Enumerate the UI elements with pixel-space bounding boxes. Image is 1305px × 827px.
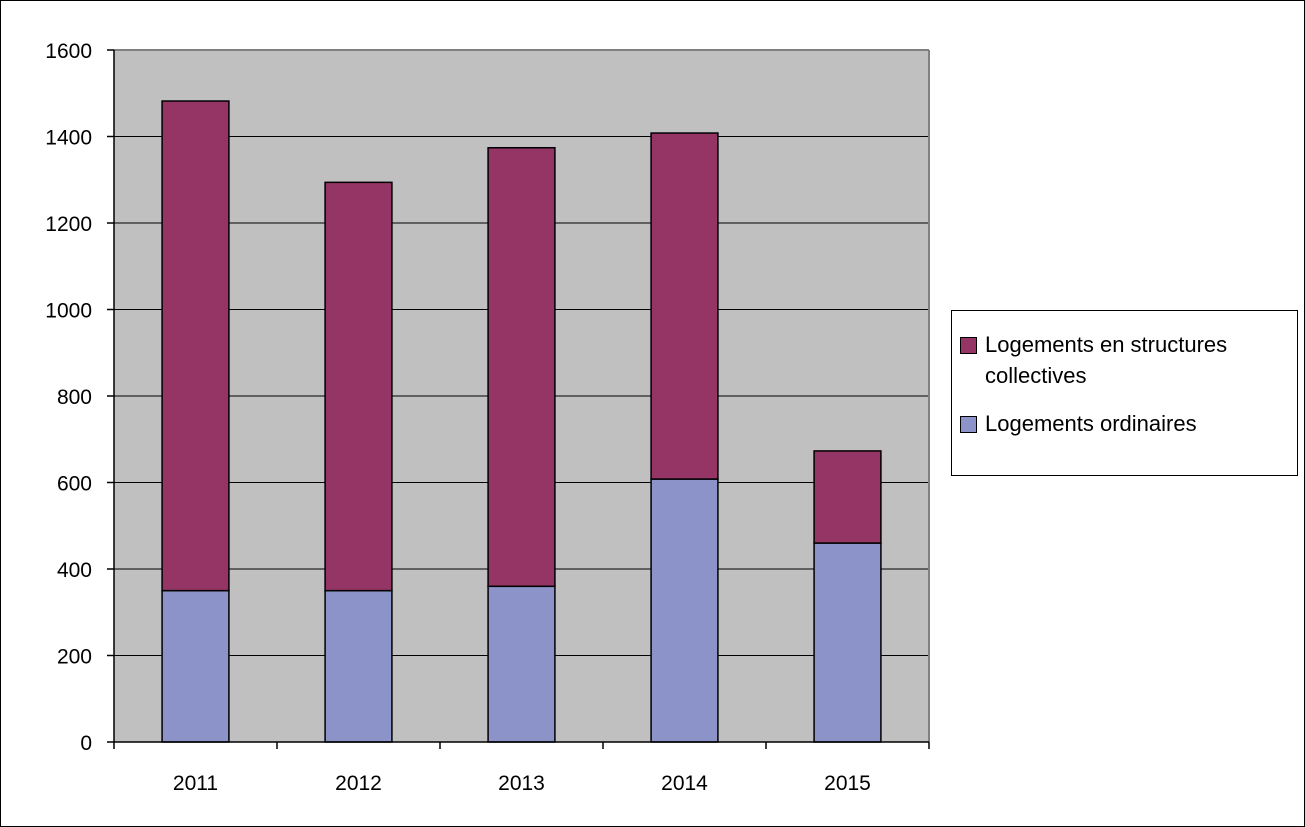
y-tick-label: 400 — [57, 559, 92, 582]
bar-collectives-2011 — [161, 100, 230, 592]
bar-collectives-2014 — [650, 132, 719, 480]
legend-label-ordinaires: Logements ordinaires — [985, 411, 1197, 436]
x-tick-label: 2014 — [661, 772, 708, 795]
x-tick-label: 2011 — [173, 772, 218, 795]
x-axis-ticks: 2011 2012 2013 2014 2015 — [113, 742, 930, 795]
legend-swatch-ordinaires — [960, 416, 977, 433]
bar-ordinaires-2013 — [487, 585, 556, 743]
legend-item-collectives: Logements en structures collectives — [960, 329, 1295, 391]
y-tick-label: 1200 — [45, 213, 92, 236]
bar-ordinaires-2012 — [324, 589, 393, 743]
bars — [161, 100, 882, 743]
bar-ordinaires-2011 — [161, 589, 230, 743]
legend-swatch-collectives — [960, 337, 977, 354]
bar-collectives-2013 — [487, 146, 556, 588]
x-tick-label: 2012 — [335, 772, 382, 795]
y-tick-label: 0 — [80, 732, 92, 755]
x-tick-label: 2013 — [498, 772, 545, 795]
y-tick-label: 1400 — [45, 127, 92, 150]
y-tick-label: 1600 — [45, 40, 92, 63]
bar-ordinaires-2014 — [650, 478, 719, 743]
legend-label-collectives: Logements en structures collectives — [985, 332, 1228, 388]
bar-collectives-2015 — [813, 450, 882, 544]
bar-collectives-2012 — [324, 181, 393, 592]
x-tick-label: 2015 — [824, 772, 871, 795]
y-axis-ticks: 0 200 400 600 800 1000 1200 1400 1600 — [45, 40, 114, 755]
y-tick-label: 800 — [57, 386, 92, 409]
y-tick-label: 200 — [57, 646, 92, 669]
legend: Logements en structures collectives Loge… — [951, 310, 1298, 476]
legend-item-ordinaires: Logements ordinaires — [960, 408, 1295, 439]
y-tick-label: 1000 — [45, 300, 92, 323]
y-tick-label: 600 — [57, 473, 92, 496]
bar-ordinaires-2015 — [813, 542, 882, 743]
